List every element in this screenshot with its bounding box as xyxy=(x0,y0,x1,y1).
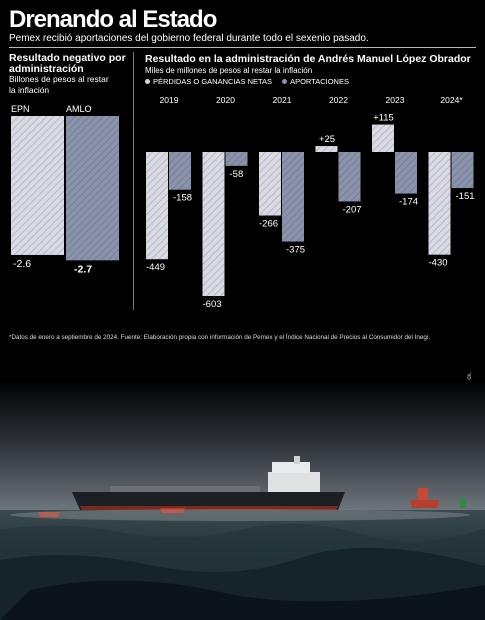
left-category-label-0: EPN xyxy=(11,104,30,114)
legend-label-contributions: APORTACIONES xyxy=(290,77,349,86)
right-value-label-1-3: -207 xyxy=(343,204,362,215)
right-value-label-0-5: -430 xyxy=(429,258,448,269)
left-bar-0 xyxy=(11,116,64,255)
right-bar-1-5 xyxy=(451,152,474,189)
legend-label-losses: PÉRDIDAS O GANANCIAS NETAS xyxy=(153,77,273,86)
right-value-label-0-0: -449 xyxy=(146,262,165,273)
right-category-label-2: 2021 xyxy=(273,95,292,105)
right-value-label-1-1: -58 xyxy=(230,169,244,180)
page-title: Drenando al Estado xyxy=(9,6,217,33)
left-category-label-1: AMLO xyxy=(66,104,92,114)
right-value-label-0-2: -266 xyxy=(259,219,278,230)
legend-dot-losses xyxy=(145,79,150,84)
right-category-label-4: 2023 xyxy=(386,95,405,105)
right-value-label-1-5: -151 xyxy=(456,191,475,202)
legend-item-contributions: APORTACIONES xyxy=(282,77,349,86)
legend-item-losses: PÉRDIDAS O GANANCIAS NETAS xyxy=(145,77,272,86)
left-chart-unit: Billones de pesos al restar la inflación xyxy=(9,74,109,95)
right-value-label-1-0: -158 xyxy=(173,193,192,204)
page-subtitle: Pemex recibió aportaciones del gobierno … xyxy=(9,33,369,44)
right-value-label-1-4: -174 xyxy=(399,197,418,208)
right-value-label-0-4: +115 xyxy=(373,113,394,124)
right-value-label-1-2: -375 xyxy=(286,245,305,256)
right-bar-1-3 xyxy=(338,152,361,202)
right-bar-0-3 xyxy=(315,146,338,152)
right-bar-1-1 xyxy=(225,152,248,166)
right-bar-1-4 xyxy=(395,152,417,194)
right-chart-title: Resultado en la administración de Andrés… xyxy=(145,53,471,65)
right-bar-0-0 xyxy=(146,152,168,260)
stormy-sea-tanker-image xyxy=(0,380,485,620)
right-value-label-0-1: -603 xyxy=(203,299,222,310)
header-divider xyxy=(9,47,476,48)
legend-dot-contributions xyxy=(282,79,288,84)
right-bar-0-2 xyxy=(259,152,281,216)
right-bar-0-5 xyxy=(428,152,451,255)
right-bar-0-4 xyxy=(372,124,394,152)
left-bar-1 xyxy=(66,116,119,261)
right-chart-unit: Miles de millones de pesos al restar la … xyxy=(145,66,313,75)
panel-divider xyxy=(133,52,134,310)
right-bar-0-1 xyxy=(202,152,225,296)
left-chart-title: Resultado negativo por administración xyxy=(9,52,126,75)
legend: PÉRDIDAS O GANANCIAS NETAS APORTACIONES xyxy=(145,77,349,86)
right-bar-1-0 xyxy=(169,152,191,190)
left-value-label-0: -2.6 xyxy=(13,258,31,270)
right-category-label-5: 2024* xyxy=(440,95,463,105)
right-category-label-3: 2022 xyxy=(329,95,348,105)
right-value-label-0-3: +25 xyxy=(319,134,335,145)
left-value-label-1: -2.7 xyxy=(74,263,92,275)
charts-svg: EPN -2.6 AMLO -2.7 2019 -449 -158 2020 -603 -58 20… xyxy=(11,95,475,310)
right-bar-1-2 xyxy=(282,152,304,242)
right-category-label-1: 2020 xyxy=(216,95,235,105)
footnote: *Datos de enero a septiembre de 2024. Fu… xyxy=(9,334,431,341)
right-category-label-0: 2019 xyxy=(160,95,179,105)
